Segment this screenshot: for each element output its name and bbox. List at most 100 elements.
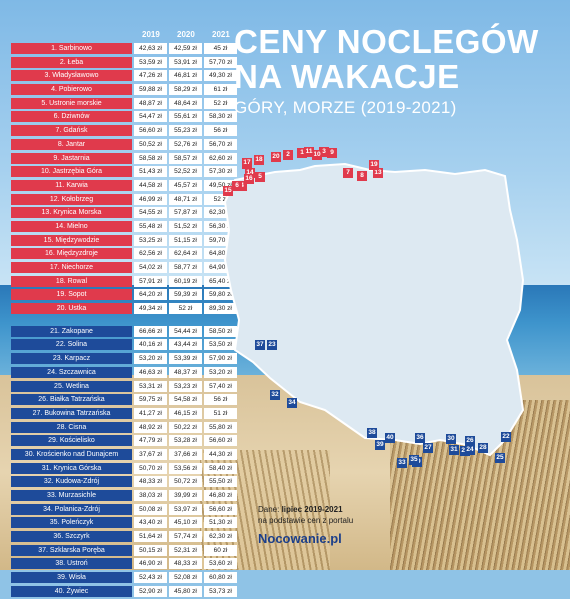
price-cell: 57,90 zł [204,353,237,365]
price-cell: 51,52 zł [169,220,202,232]
price-cell: 66,66 zł [134,325,167,337]
table-row: 5. Ustronie morskie 48,87 zł 48,64 zł 52 zł [10,97,237,111]
price-cell: 52,76 zł [169,138,202,150]
location-name: 35. Poleńczyk [11,517,132,529]
price-table: 1. Sarbinowo 42,63 zł 42,59 zł 45 zł 2. Łeba… [10,42,237,599]
map-marker: 1 [297,148,307,158]
price-cell: 57,40 zł [204,380,237,392]
price-cell: 50,15 zł [134,544,167,556]
price-cell: 48,71 zł [169,193,202,205]
table-row: 12. Kołobrzeg 46,99 zł 48,71 zł 52 zł [10,193,237,207]
price-cell: 37,67 zł [134,448,167,460]
location-name: 14. Mielno [11,220,132,232]
price-cell: 48,92 zł [134,421,167,433]
map-marker: 30 [446,434,456,444]
table-row: 3. Władysławowo 47,26 zł 46,81 zł 49,30 zł [10,69,237,83]
price-cell: 53,56 zł [169,462,202,474]
table-row: 33. Murzasichle 38,03 zł 39,99 zł 46,80 zł [10,489,237,503]
price-cell: 55,50 zł [204,476,237,488]
price-cell: 58,40 zł [204,462,237,474]
price-cell: 57,87 zł [169,207,202,219]
price-cell: 55,80 zł [204,421,237,433]
price-cell: 54,55 zł [134,207,167,219]
price-cell: 49,50 zł [204,179,237,191]
map-marker: 2 [283,150,293,160]
map-marker: 6 [232,181,242,191]
price-cell: 40,16 zł [134,339,167,351]
price-cell: 64,80 zł [204,248,237,260]
price-cell: 53,59 zł [134,56,167,68]
price-cell: 53,73 zł [204,585,237,597]
map-marker: 16 [244,174,254,184]
map-marker: 39 [375,440,385,450]
source-prefix: Dane: [258,505,282,514]
price-cell: 56 zł [204,125,237,137]
price-cell: 51,30 zł [204,517,237,529]
source-line-2: na podstawie cen z portalu [258,516,354,525]
price-cell: 52 zł [204,193,237,205]
location-name: 15. Międzywodzie [11,234,132,246]
price-cell: 43,40 zł [134,517,167,529]
map-marker: 35 [409,455,419,465]
table-row: 26. Białka Tatrzańska 59,75 zł 54,58 zł 56 … [10,393,237,407]
location-name: 37. Szklarska Poręba [11,544,132,556]
map-marker: 34 [287,398,297,408]
location-name: 3. Władysławowo [11,70,132,82]
column-header-2021: 2021 [212,30,230,39]
price-cell: 39,99 zł [169,490,202,501]
table-row: 2. Łeba 53,59 zł 53,91 zł 57,70 zł [10,56,237,70]
price-cell: 53,31 zł [134,380,167,392]
price-cell: 61 zł [204,84,237,96]
price-cell: 45,57 zł [169,179,202,191]
price-cell: 58,29 zł [169,84,202,96]
price-cell: 57,30 zł [204,166,237,178]
column-header-2019: 2019 [142,30,160,39]
table-row: 36. Szczyrk 51,64 zł 57,74 zł 62,30 zł [10,530,237,544]
poland-outline [223,162,525,457]
table-row: 18. Rowal 57,91 zł 60,19 zł 65,40 zł [10,275,237,289]
price-cell: 53,60 zł [204,558,237,570]
price-cell: 57,91 zł [134,275,167,287]
location-name: 26. Białka Tatrzańska [11,394,132,406]
location-name: 8. Jantar [11,138,132,150]
location-name: 21. Zakopane [11,325,132,337]
location-name: 6. Dziwnów [11,111,132,123]
location-name: 23. Karpacz [11,353,132,365]
price-cell: 51,15 zł [169,234,202,246]
location-name: 17. Niechorze [11,262,132,273]
price-cell: 37,66 zł [169,448,202,460]
price-cell: 62,30 zł [204,207,237,219]
price-cell: 52,43 zł [134,572,167,584]
price-cell: 59,80 zł [204,289,237,301]
map-marker: 9 [327,148,337,158]
map-marker: 37 [255,340,265,350]
price-cell: 49,30 zł [204,70,237,82]
price-cell: 38,03 zł [134,490,167,501]
map-marker: 5 [255,172,265,182]
map-marker: 40 [385,433,395,443]
table-row: 17. Niechorze 54,02 zł 58,77 zł 64,90 zł [10,261,237,275]
price-cell: 53,28 zł [169,435,202,447]
location-name: 22. Solina [11,339,132,351]
price-cell: 52,52 zł [169,166,202,178]
map-marker: 23 [267,340,277,350]
map-marker: 22 [501,432,511,442]
price-cell: 56,70 zł [204,138,237,150]
price-cell: 47,79 zł [134,435,167,447]
poland-map [223,162,525,457]
price-cell: 46,90 zł [134,558,167,570]
map-marker: 28 [478,443,488,453]
table-row: 19. Sopot 64,20 zł 59,39 zł 59,80 zł [10,288,237,302]
location-name: 18. Rowal [11,275,132,287]
map-marker: 18 [254,155,264,165]
price-cell: 48,33 zł [169,558,202,570]
price-cell: 44,58 zł [134,179,167,191]
map-marker: 32 [270,390,280,400]
location-name: 13. Krynica Morska [11,207,132,219]
price-cell: 62,64 zł [169,248,202,260]
table-row: 31. Krynica Górska 50,70 zł 53,56 zł 58,40 … [10,462,237,476]
table-row: 29. Kościelisko 47,79 zł 53,28 zł 56,60 zł [10,434,237,448]
price-cell: 54,02 zł [134,262,167,273]
location-name: 2. Łeba [11,56,132,68]
price-cell: 58,58 zł [134,152,167,164]
